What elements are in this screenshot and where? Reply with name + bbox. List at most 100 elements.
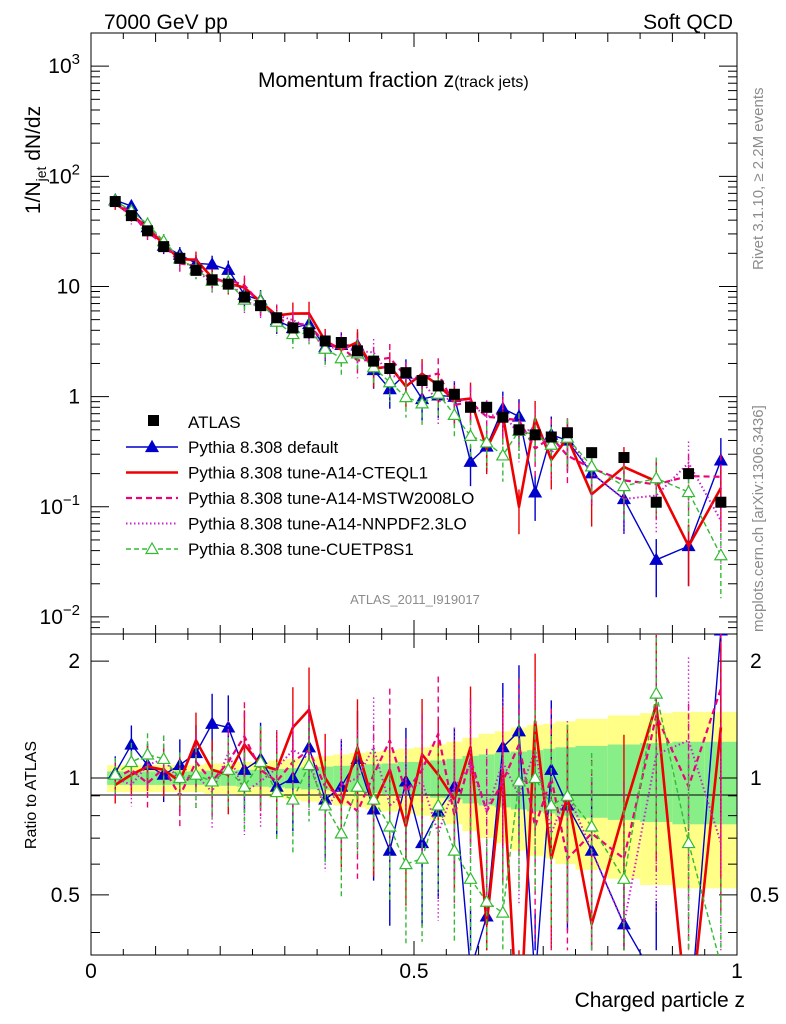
legend-label: Pythia 8.308 tune-A14-CTEQL1	[188, 464, 428, 483]
legend-marker	[144, 439, 160, 453]
ratio-series-line	[114, 692, 720, 955]
main-series-marker	[649, 552, 664, 565]
ratio-series-marker	[511, 774, 527, 787]
y-tick-label: 10−1	[40, 492, 80, 519]
analysis-watermark: ATLAS_2011_I919017	[350, 592, 480, 607]
main-series-line	[114, 199, 722, 561]
ratio-series-marker	[529, 975, 541, 986]
main-series-marker	[334, 351, 349, 364]
x-axis-label: Charged particle z	[575, 989, 745, 1012]
plot-title-main: Momentum fraction z	[258, 69, 454, 92]
atlas-data-point	[190, 264, 202, 276]
atlas-data-point	[368, 355, 380, 367]
main-series-marker	[382, 375, 397, 388]
ratio-series-marker	[715, 959, 727, 970]
ratio-series-marker	[650, 975, 662, 986]
main-series-marker	[463, 454, 478, 467]
main-series-marker	[528, 485, 543, 498]
legend-label: Pythia 8.308 tune-CUETP8S1	[188, 540, 414, 559]
ratio-series-marker	[285, 792, 300, 805]
legend-label: Pythia 8.308 tune-A14-MSTW2008LO	[188, 489, 474, 508]
main-series-marker	[398, 389, 413, 403]
main-series-marker	[544, 437, 559, 450]
ratio-series-marker	[713, 634, 728, 636]
ratio-series-marker	[140, 747, 155, 760]
atlas-data-point	[255, 300, 267, 312]
legend-atlas-marker	[148, 415, 159, 426]
ratio-series-marker	[205, 774, 220, 787]
svg-text:1/Njet dN/dz: 1/Njet dN/dz	[22, 106, 49, 214]
main-series-marker	[479, 435, 494, 448]
ratio-tick-label-right: 0.5	[750, 884, 779, 907]
atlas-data-point	[586, 447, 598, 459]
y-tick-label: 1	[68, 386, 80, 409]
ratio-series-marker	[253, 754, 268, 768]
main-series-marker	[681, 484, 696, 498]
ratio-series-marker	[495, 905, 510, 918]
axis-ticks: 0 0.5 1 10−2 10−1 1 10 102 103 0.5 0.5 1 1 2 2	[40, 32, 779, 983]
atlas-data-point	[109, 196, 121, 208]
atlas-data-point	[351, 345, 363, 357]
main-series-marker	[584, 459, 599, 472]
ratio-series-marker	[124, 754, 139, 768]
ratio-series-marker	[221, 762, 236, 775]
ratio-series-line	[114, 688, 722, 860]
ratio-series-marker	[584, 819, 599, 832]
ratio-series-marker	[465, 964, 477, 975]
y-axis-label: 1/Njet dN/dz	[22, 106, 49, 214]
ratio-series-marker	[681, 835, 696, 849]
ratio-series-marker	[269, 784, 284, 798]
y-tick-label: 10	[57, 275, 80, 298]
atlas-data-point	[529, 429, 541, 441]
ratio-series-marker	[350, 779, 365, 792]
ratio-tick-label-right: 1	[750, 767, 762, 790]
atlas-data-point	[683, 468, 695, 480]
atlas-data-point	[206, 274, 218, 286]
atlas-data-point	[142, 225, 154, 237]
atlas-data-point	[416, 375, 428, 387]
process-label: Soft QCD	[643, 11, 733, 34]
ratio-series-line	[114, 702, 723, 955]
main-series-line	[114, 200, 721, 486]
atlas-data-point	[238, 291, 250, 303]
atlas-data-point	[400, 367, 412, 379]
ratio-series-marker	[301, 757, 317, 771]
svg-text:Rivet 3.1.10, ≥ 2.2M events: Rivet 3.1.10, ≥ 2.2M events	[750, 88, 767, 271]
main-series-marker	[447, 407, 462, 421]
atlas-data-point	[497, 411, 509, 423]
atlas-data-point	[650, 496, 662, 508]
x-tick-label: 1	[731, 960, 743, 983]
x-tick-label: 0	[85, 960, 97, 983]
ratio-series-marker	[415, 851, 430, 864]
legend-atlas-label: ATLAS	[188, 413, 241, 432]
atlas-data-point	[319, 335, 331, 347]
ratio-series-marker	[544, 798, 559, 811]
ratio-axis-label: Ratio to ATLAS	[23, 741, 40, 849]
main-series-marker	[463, 428, 478, 442]
ratio-series-marker	[108, 767, 123, 780]
ratio-series-marker	[318, 798, 333, 811]
svg-text:mcplots.cern.ch [arXiv:1306.34: mcplots.cern.ch [arXiv:1306.3436]	[750, 405, 767, 632]
ratio-series-marker	[463, 871, 478, 884]
ratio-series-marker	[334, 826, 349, 839]
ratio-tick-label: 0.5	[51, 884, 80, 907]
atlas-data-point	[513, 424, 525, 436]
main-series-marker	[713, 548, 728, 561]
ratio-tick-label: 2	[68, 650, 80, 673]
reference-label: mcplots.cern.ch [arXiv:1306.3436]	[750, 405, 767, 632]
legend-label: Pythia 8.308 tune-A14-NNPDF2.3LO	[188, 515, 467, 534]
plot-title-sub: (track jets)	[454, 74, 529, 91]
legend-marker	[144, 541, 160, 555]
atlas-data-point	[303, 327, 315, 339]
ratio-series-group	[108, 634, 728, 986]
atlas-data-point	[715, 496, 727, 508]
energy-label: 7000 GeV pp	[104, 11, 228, 34]
atlas-data-point	[545, 431, 557, 443]
y-tick-label: 103	[48, 51, 80, 78]
atlas-data-point	[287, 322, 299, 334]
y-tick-label: 102	[48, 161, 80, 188]
main-series-marker	[318, 341, 333, 354]
rivet-version-label: Rivet 3.1.10, ≥ 2.2M events	[750, 88, 767, 271]
ratio-tick-label: 1	[68, 767, 80, 790]
